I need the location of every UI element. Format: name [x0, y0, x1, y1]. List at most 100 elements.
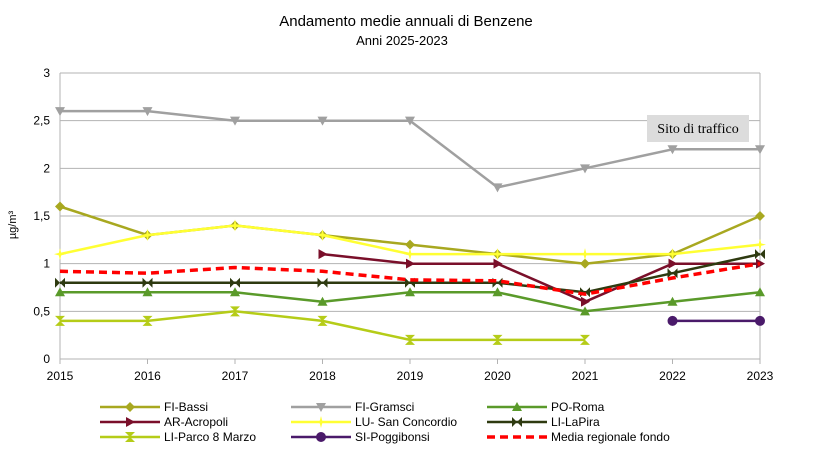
data-point	[579, 248, 591, 261]
legend: FI-Bassi FI-Gramsci PO-Roma AR-Acropoli LU- …	[100, 400, 670, 444]
data-point	[229, 219, 241, 232]
legend-label: LI-Parco 8 Marzo	[164, 430, 256, 444]
data-point	[142, 287, 153, 297]
data-point	[405, 334, 415, 345]
data-point	[317, 315, 328, 326]
data-point	[317, 277, 328, 288]
data-point	[667, 268, 678, 279]
data-point	[755, 211, 765, 221]
series-line	[59, 261, 761, 296]
annotation-text: Sito di traffico	[657, 122, 738, 137]
data-point	[755, 315, 765, 326]
x-tick-label: 2023	[747, 369, 774, 383]
x-tick-label: 2019	[397, 369, 424, 383]
data-point	[405, 239, 415, 250]
data-point	[316, 229, 329, 242]
data-point	[667, 145, 678, 155]
y-tick-label: 2,5	[33, 114, 50, 128]
legend-item-ar-acropoli: AR-Acropoli	[100, 415, 228, 429]
legend-swatch-marker	[126, 417, 135, 427]
x-tick-label: 2022	[659, 369, 686, 383]
data-point	[141, 229, 154, 242]
legend-swatch-marker	[315, 416, 327, 428]
annotation: Sito di traffico	[647, 115, 749, 142]
y-tick-label: 1,5	[33, 209, 50, 223]
y-tick-label: 0,5	[33, 304, 50, 318]
y-tick-label: 1	[43, 257, 50, 271]
data-point	[492, 183, 503, 193]
legend-swatch-marker	[125, 432, 135, 442]
x-tick-label: 2021	[572, 369, 599, 383]
legend-label: FI-Bassi	[164, 400, 208, 414]
data-point	[55, 277, 65, 288]
data-point	[405, 287, 415, 297]
legend-item-li-lapira: LI-LaPira	[487, 415, 600, 429]
series-line	[322, 252, 760, 304]
series-fi-gramsci	[55, 107, 765, 193]
data-point	[54, 248, 66, 261]
series-po-roma	[55, 287, 765, 316]
data-point	[230, 287, 240, 297]
series-group	[54, 107, 766, 345]
legend-item-lu-san-concordio: LU- San Concordio	[291, 415, 457, 429]
data-point	[318, 249, 328, 260]
data-point	[755, 249, 765, 260]
data-point	[667, 315, 678, 326]
data-point	[580, 258, 590, 269]
y-tick-label: 2	[43, 161, 50, 175]
data-point	[754, 238, 766, 251]
data-point	[580, 334, 590, 345]
data-point	[755, 145, 765, 155]
x-tick-label: 2018	[309, 369, 336, 383]
data-point	[405, 116, 415, 126]
y-axis-label: µg/m³	[7, 210, 19, 239]
series-lu-san-concordio	[54, 219, 766, 261]
data-point	[142, 277, 153, 288]
series-li-parco-8-marzo	[55, 306, 590, 345]
x-tick-label: 2016	[134, 369, 161, 383]
axes: 0 0,5 1 1,5 2 2,5 3 2015 2016 2017 2018 2019 2020 202…	[33, 66, 773, 383]
x-tick-label: 2020	[484, 369, 511, 383]
data-point	[755, 287, 765, 297]
data-point	[406, 258, 415, 269]
data-point	[756, 258, 765, 269]
data-point	[492, 334, 503, 345]
legend-label: SI-Poggibonsi	[355, 430, 430, 444]
data-point	[493, 258, 503, 269]
legend-item-fi-bassi: FI-Bassi	[100, 400, 208, 414]
data-point	[491, 248, 504, 261]
x-tick-label: 2017	[222, 369, 249, 383]
data-point	[55, 201, 65, 212]
legend-swatch-marker	[316, 432, 326, 442]
legend-label: Media regionale fondo	[551, 430, 670, 444]
legend-swatch-marker	[512, 417, 522, 427]
series-si-poggibonsi	[667, 315, 765, 326]
y-tick-label: 3	[43, 66, 50, 80]
annotation-box	[647, 115, 749, 142]
data-point	[666, 248, 679, 261]
data-point	[580, 306, 590, 316]
data-point	[230, 306, 240, 317]
data-point	[581, 296, 590, 307]
legend-label: PO-Roma	[551, 400, 605, 414]
series-media-regionale-fondo	[59, 261, 761, 296]
legend-item-li-parco-8-marzo: LI-Parco 8 Marzo	[100, 430, 256, 444]
data-point	[317, 116, 328, 126]
legend-item-si-poggibonsi: SI-Poggibonsi	[291, 430, 430, 444]
data-point	[142, 107, 153, 117]
legend-label: AR-Acropoli	[164, 415, 228, 429]
legend-label: FI-Gramsci	[355, 400, 414, 414]
data-point	[492, 287, 503, 297]
data-point	[142, 315, 153, 326]
data-point	[580, 164, 590, 174]
data-point	[230, 116, 240, 126]
data-point	[55, 315, 65, 326]
y-tick-label: 0	[43, 352, 50, 366]
data-point	[55, 107, 65, 117]
data-point	[667, 296, 678, 306]
legend-item-po-roma: PO-Roma	[487, 400, 605, 414]
data-point	[404, 248, 416, 261]
series-ar-acropoli	[318, 249, 765, 307]
legend-label: LU- San Concordio	[355, 415, 457, 429]
